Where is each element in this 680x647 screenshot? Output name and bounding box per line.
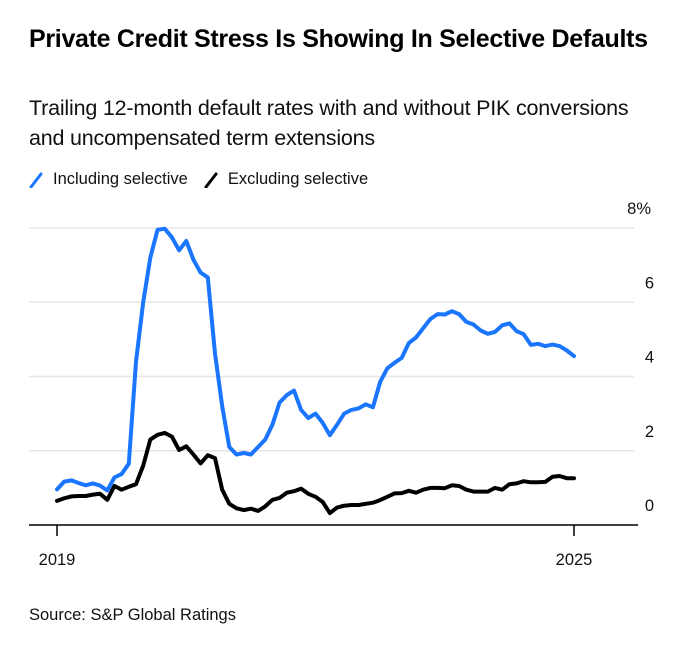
legend-label: Including selective (53, 170, 188, 188)
legend: Including selective Excluding selective (29, 170, 384, 189)
x-axis: 2019 2025 (29, 524, 638, 569)
source-note: Source: S&P Global Ratings (29, 606, 236, 624)
y-axis-ticks: 0 2 4 6 8% (627, 200, 654, 515)
chart-subtitle: Trailing 12-month default rates with and… (29, 96, 629, 150)
x-tick-label: 2025 (556, 551, 593, 569)
y-tick-label: 8% (627, 200, 651, 218)
y-tick-label: 6 (645, 274, 654, 292)
legend-swatch-line-blue (29, 172, 43, 188)
x-tick-label: 2019 (39, 551, 76, 569)
gridlines (29, 227, 634, 452)
y-tick-label: 4 (645, 349, 654, 367)
y-tick-label: 2 (645, 423, 654, 441)
y-tick-label: 0 (645, 497, 654, 515)
legend-swatch-line-black (204, 172, 218, 188)
legend-item-including-selective: Including selective (29, 170, 188, 189)
legend-label: Excluding selective (227, 170, 369, 188)
legend-line-swatch-icon (29, 172, 43, 188)
legend-line-swatch-icon (204, 172, 218, 188)
series-line-excluding-selective (55, 430, 576, 516)
series-line-including-selective (55, 226, 576, 493)
legend-item-excluding-selective: Excluding selective (204, 170, 368, 189)
series-lines (55, 226, 576, 516)
chart-title: Private Credit Stress Is Showing In Sele… (29, 25, 648, 53)
